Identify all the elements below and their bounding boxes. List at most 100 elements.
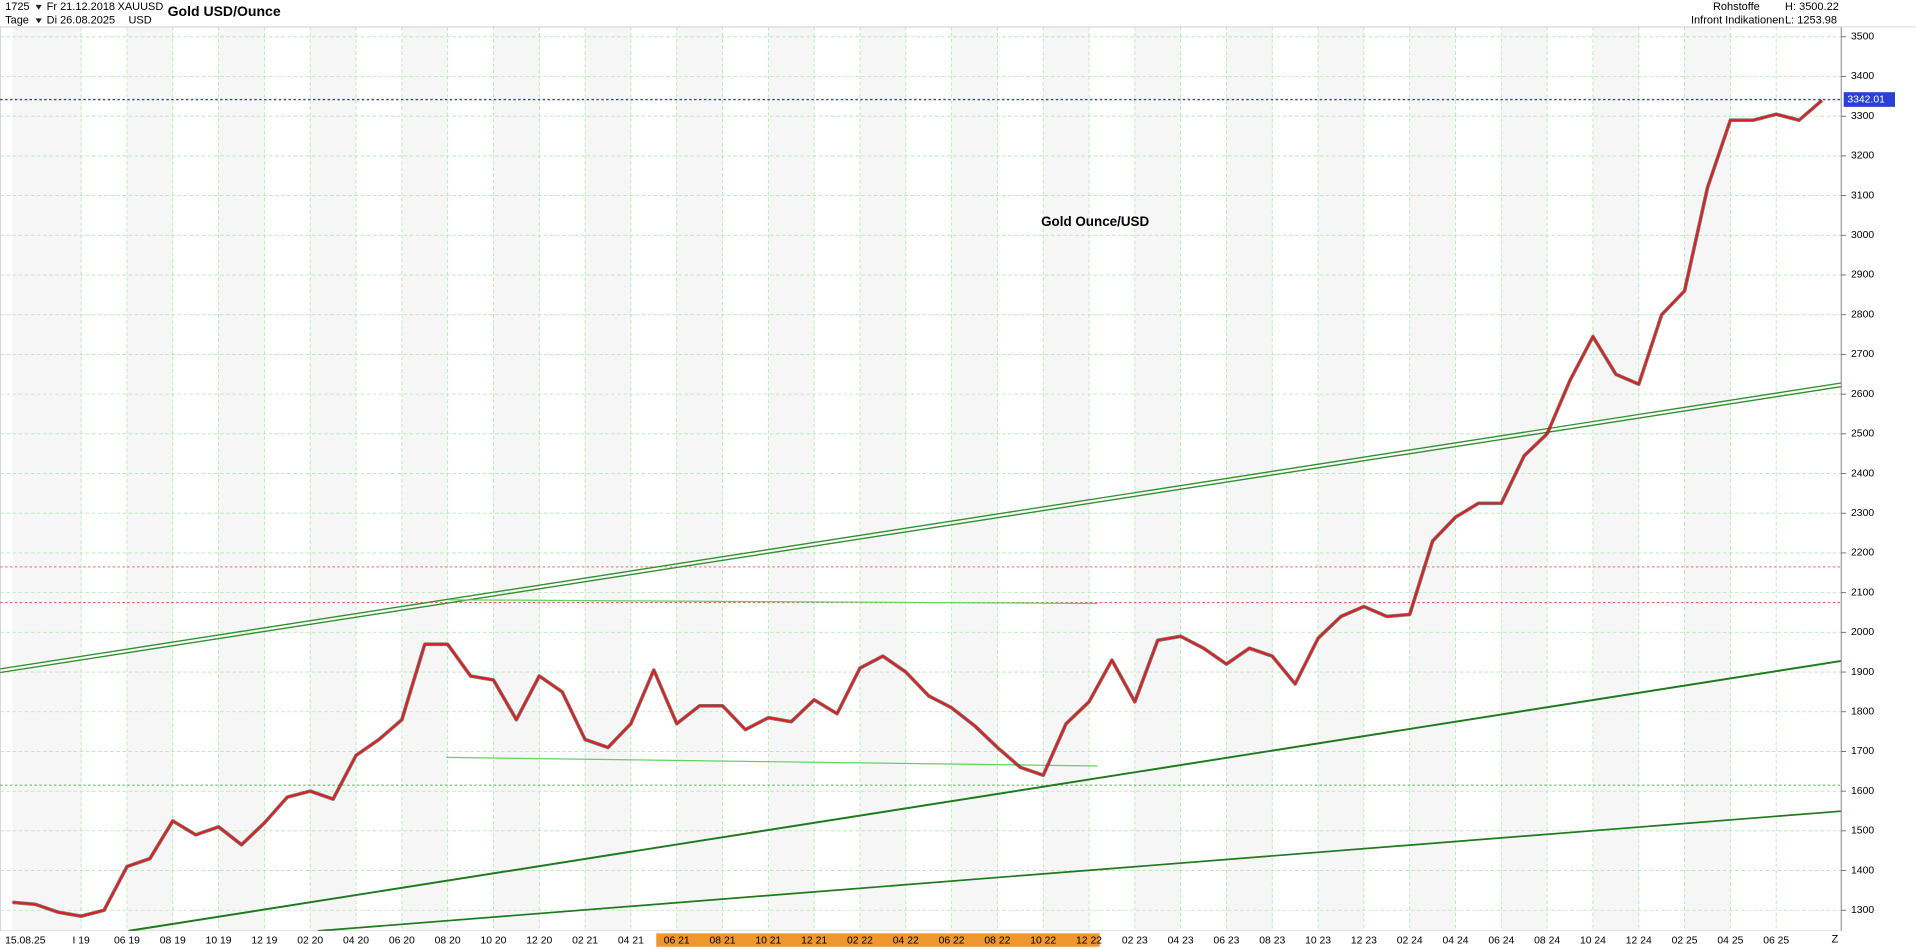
x-tick-label: 08 23 [1259,935,1285,946]
y-tick-label: 3500 [1851,32,1874,43]
period: Tage [5,15,29,27]
x-tick-label: 08 20 [435,935,461,946]
x-tick-label: 04 21 [618,935,644,946]
y-tick-label: 1300 [1851,905,1874,916]
corner-label: Z [1831,933,1838,945]
plot-stripe [951,26,998,931]
price-series [12,98,1824,919]
y-tick-label: 2200 [1851,548,1874,559]
plot-stripe [585,26,631,931]
plot-stripe [12,26,82,931]
x-tick-label: 12 23 [1351,935,1377,946]
x-tick-label: 06 22 [939,935,965,946]
count: 1725 [5,1,29,13]
y-tick-label: 2900 [1851,270,1874,281]
dropdown-icon[interactable] [35,4,42,10]
x-tick-label: 10 24 [1580,935,1606,946]
low: L: 1253.98 [1785,15,1837,27]
x-tick-label: 12 20 [526,935,552,946]
x-tick-label: 10 21 [755,935,781,946]
x-tick-label: 08 21 [710,935,736,946]
x-tick-label: 02 21 [572,935,598,946]
plot-stripe [218,26,265,931]
y-tick-label: 2700 [1851,349,1874,360]
x-tick-label: 06 20 [389,935,415,946]
x-tick-label: 10 20 [480,935,506,946]
x-tick-label: 12 22 [1076,935,1102,946]
y-tick-label: 3100 [1851,190,1874,201]
plot-stripe [768,26,815,931]
plot-stripe [126,26,173,931]
x-tick-label: 06 21 [664,935,690,946]
y-tick-label: 2000 [1851,627,1874,638]
annotation: Gold Ounce/USD [1041,214,1149,229]
dropdown-icon[interactable] [35,18,42,24]
y-tick-label: 2800 [1851,309,1874,320]
x-tick-label: 02 20 [297,935,323,946]
y-tick-label: 3300 [1851,111,1874,122]
high: H: 3500.22 [1785,1,1839,13]
trend-line [0,382,1842,670]
plot-stripe [493,26,540,931]
x-tick-label: 02 23 [1122,935,1148,946]
currency: USD [128,15,151,27]
trend-line [446,756,1098,767]
y-tick-label: 3400 [1851,71,1874,82]
x-tick-label: 08 22 [984,935,1010,946]
x-tick-label: 04 25 [1717,935,1743,946]
chart-title: Gold USD/Ounce [168,3,281,19]
y-tick-label: 2400 [1851,468,1874,479]
y-tick-label: 1900 [1851,667,1874,678]
y-tick-label: 2300 [1851,508,1874,519]
x-tick-label: 12 24 [1626,935,1652,946]
x-tick-label: 04 22 [893,935,919,946]
y-tick-label: 1400 [1851,865,1874,876]
x-tick-label: 04 24 [1443,935,1469,946]
plot-stripe [1684,26,1731,931]
plot-stripe [1592,26,1639,931]
trend-line [0,385,1842,674]
date-from: Fr 21.12.2018 [47,1,115,13]
axes: 1300 1400 1500 1600 1700 1800 1900 2000 2100 2200… [5,32,1896,946]
grid [0,26,1842,931]
y-tick-label: 1600 [1851,786,1874,797]
x-tick-label: 02 22 [847,935,873,946]
x-tick-label: 02 24 [1397,935,1423,946]
x-tick-label: 04 20 [343,935,369,946]
x-tick-label: 10 19 [206,935,232,946]
last-value-label: 3342.01 [1847,94,1885,105]
y-tick-label: 1500 [1851,826,1874,837]
y-tick-label: 3000 [1851,230,1874,241]
y-tick-label: 2500 [1851,429,1874,440]
x-tick-label: 04 23 [1168,935,1194,946]
x-tick-label: 08 24 [1534,935,1560,946]
x-tick-label: 06 25 [1763,935,1789,946]
plot-stripe [1318,26,1364,931]
date-to: Di 26.08.2025 [47,15,115,27]
group: Rohstoffe [1713,1,1760,13]
trend-line [317,810,1842,932]
plot-stripe [1409,26,1456,931]
x-tick-label: 06 19 [114,935,140,946]
plot-stripe [1134,26,1181,931]
x-tick-label: 10 22 [1030,935,1056,946]
x-tick-label: 06 24 [1488,935,1514,946]
x-tick-label: 15.08.25 [5,935,46,946]
x-tick-label: 10 23 [1305,935,1331,946]
y-axis-area [1841,26,1916,948]
plot-stripe [859,26,906,931]
plot-stripe [1501,26,1548,931]
x-tick-label: 12 21 [801,935,827,946]
plot-stripe [676,26,723,931]
x-tick-label: 02 25 [1672,935,1698,946]
plot-stripe [310,26,357,931]
y-tick-label: 2600 [1851,389,1874,400]
plot-stripe [401,26,448,931]
y-tick-label: 3200 [1851,151,1874,162]
symbol: XAUUSD [118,1,164,13]
y-tick-label: 1800 [1851,706,1874,717]
price-line [12,99,1823,918]
x-tick-label: 08 19 [160,935,186,946]
